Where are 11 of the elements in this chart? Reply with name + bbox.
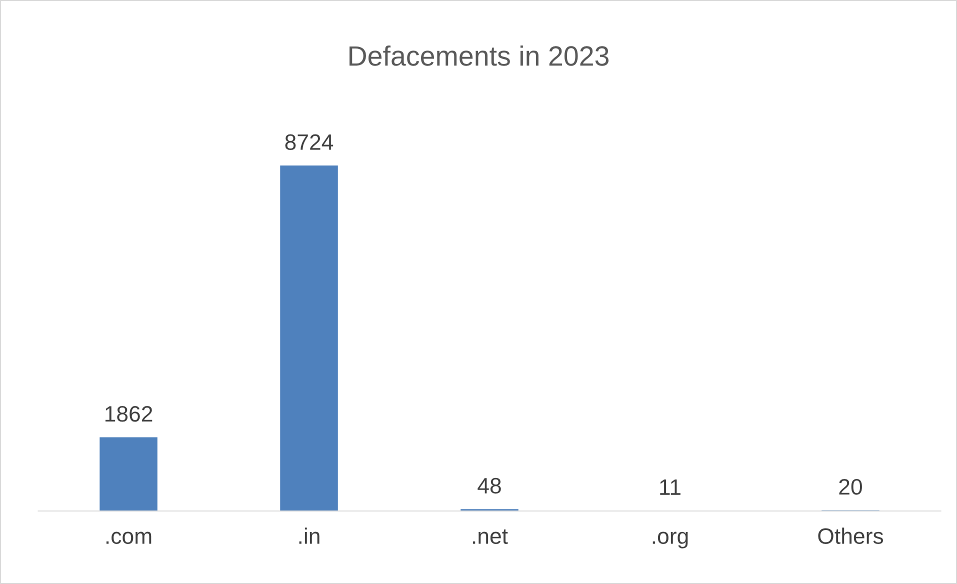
chart-title: Defacements in 2023 bbox=[350, 45, 609, 66]
data-label: 48 bbox=[478, 478, 501, 494]
data-label: 1862 bbox=[106, 406, 152, 422]
x-tick-label: .com bbox=[106, 532, 152, 544]
x-tick-label: .org bbox=[652, 532, 688, 548]
x-tick-label: Others bbox=[818, 528, 884, 544]
x-tick-label: .in bbox=[299, 528, 320, 544]
x-tick-label: .net bbox=[473, 529, 508, 544]
data-label: 8724 bbox=[285, 134, 334, 150]
data-label: 11 bbox=[660, 480, 680, 495]
data-label: 20 bbox=[839, 478, 862, 495]
